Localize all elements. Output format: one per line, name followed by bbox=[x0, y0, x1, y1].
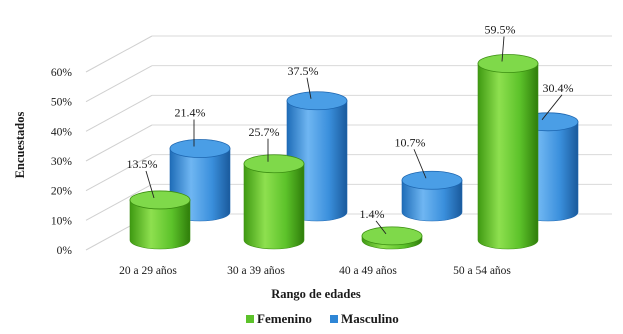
gridline-diagonal bbox=[85, 94, 153, 132]
bar-top bbox=[169, 139, 231, 158]
data-label-masculino-2: 10.7% bbox=[395, 135, 427, 179]
legend-item-masculino: Masculino bbox=[330, 311, 399, 326]
leader-line bbox=[413, 149, 427, 179]
data-label-femenino-3: 59.5% bbox=[485, 22, 516, 62]
legend-swatch bbox=[246, 315, 254, 323]
data-label-masculino-1: 37.5% bbox=[288, 64, 319, 99]
gridline-diagonal bbox=[85, 183, 153, 221]
leader-line bbox=[145, 170, 155, 199]
bar-femenino-1 bbox=[243, 154, 305, 250]
bar-top bbox=[361, 226, 423, 246]
bar-body bbox=[477, 63, 539, 250]
bars bbox=[129, 54, 579, 250]
bar-body bbox=[129, 199, 191, 250]
bar-top bbox=[286, 91, 348, 111]
bar-top bbox=[129, 190, 191, 210]
gridline-diagonal bbox=[85, 124, 153, 162]
bar-body bbox=[401, 179, 463, 222]
y-tick-label: 30% bbox=[51, 156, 73, 168]
x-axis-ticks: 20 a 29 años 30 a 39 años 40 a 49 años 50 a… bbox=[119, 265, 511, 277]
y-tick-label: 60% bbox=[51, 67, 73, 79]
y-tick-label: 40% bbox=[51, 126, 73, 138]
data-label-masculino-0: 21.4% bbox=[175, 106, 206, 147]
gridline-diagonal bbox=[85, 65, 153, 103]
legend-label: Masculino bbox=[341, 311, 399, 326]
data-label-text: 30.4% bbox=[543, 81, 574, 95]
data-label-femenino-0: 13.5% bbox=[127, 157, 158, 199]
x-tick-label: 30 a 39 años bbox=[227, 265, 285, 277]
data-label-text: 37.5% bbox=[288, 64, 319, 78]
bar-top bbox=[243, 154, 305, 174]
x-tick-label: 40 a 49 años bbox=[339, 265, 397, 277]
legend-label: Femenino bbox=[257, 311, 312, 326]
y-tick-label: 0% bbox=[57, 245, 73, 257]
legend-item-femenino: Femenino bbox=[246, 311, 312, 326]
data-label-text: 10.7% bbox=[395, 135, 426, 149]
y-tick-label: 10% bbox=[51, 215, 73, 227]
y-axis-title: Encuestados bbox=[13, 112, 27, 179]
bar-femenino-2 bbox=[361, 226, 423, 250]
data-label-text: 1.4% bbox=[360, 207, 385, 221]
x-tick-label: 20 a 29 años bbox=[119, 265, 177, 277]
bar-body bbox=[243, 163, 305, 250]
leader-line bbox=[375, 220, 387, 235]
bar-masculino-2 bbox=[401, 170, 463, 222]
gridline-diagonal bbox=[85, 35, 153, 73]
bar-top bbox=[477, 54, 539, 73]
x-tick-label: 50 a 54 años bbox=[453, 265, 511, 277]
y-axis-ticks: 0% 10% 20% 30% 40% 50% 60% bbox=[51, 67, 73, 257]
bar-top bbox=[401, 170, 463, 190]
data-label-text: 59.5% bbox=[485, 22, 516, 36]
data-label-text: 21.4% bbox=[175, 106, 206, 120]
gridline-diagonal bbox=[85, 154, 153, 192]
legend: Femenino Masculino bbox=[246, 311, 399, 326]
leader-line bbox=[501, 36, 505, 62]
legend-swatch bbox=[330, 315, 338, 323]
bar-femenino-0 bbox=[129, 190, 191, 250]
y-tick-label: 50% bbox=[51, 97, 73, 109]
data-label-text: 13.5% bbox=[127, 157, 158, 171]
data-label-femenino-2: 1.4% bbox=[360, 207, 387, 235]
x-axis-title: Rango de edades bbox=[271, 287, 361, 301]
data-labels: 21.4% 37.5% 10.7% 30.4% 13.5% 25.7% 1.4% 59.5% bbox=[127, 22, 574, 235]
y-tick-label: 20% bbox=[51, 186, 73, 198]
bar-femenino-3 bbox=[477, 54, 539, 250]
data-label-text: 25.7% bbox=[249, 125, 280, 139]
data-label-femenino-1: 25.7% bbox=[249, 125, 280, 162]
data-label-masculino-3: 30.4% bbox=[541, 81, 574, 121]
leader-line bbox=[541, 94, 563, 121]
leader-line bbox=[306, 77, 312, 99]
